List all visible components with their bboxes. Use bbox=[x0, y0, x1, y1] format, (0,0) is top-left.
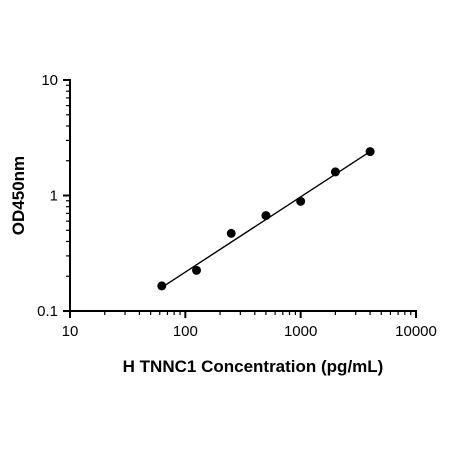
minor-ticks bbox=[66, 84, 412, 315]
x-tick-label: 100 bbox=[173, 323, 198, 340]
y-tick-label: 10 bbox=[41, 72, 58, 89]
x-tick-label: 1000 bbox=[284, 323, 317, 340]
y-axis-title: OD450nm bbox=[9, 156, 28, 235]
tick-labels: 10 100 1000 10000 0.1 1 10 bbox=[37, 72, 437, 340]
x-axis-title: H TNNC1 Concentration (pg/mL) bbox=[123, 357, 384, 376]
data-point bbox=[330, 167, 340, 177]
y-tick-label: 1 bbox=[50, 188, 58, 205]
x-tick-label: 10000 bbox=[395, 323, 437, 340]
major-ticks bbox=[63, 79, 417, 318]
data-point bbox=[261, 211, 271, 221]
data-point bbox=[365, 147, 375, 157]
data-point bbox=[296, 196, 306, 206]
data-points bbox=[157, 147, 375, 291]
data-point bbox=[226, 228, 236, 238]
data-point bbox=[192, 265, 202, 275]
y-tick-label: 0.1 bbox=[37, 303, 58, 320]
x-tick-label: 10 bbox=[62, 323, 79, 340]
data-point bbox=[157, 281, 167, 291]
